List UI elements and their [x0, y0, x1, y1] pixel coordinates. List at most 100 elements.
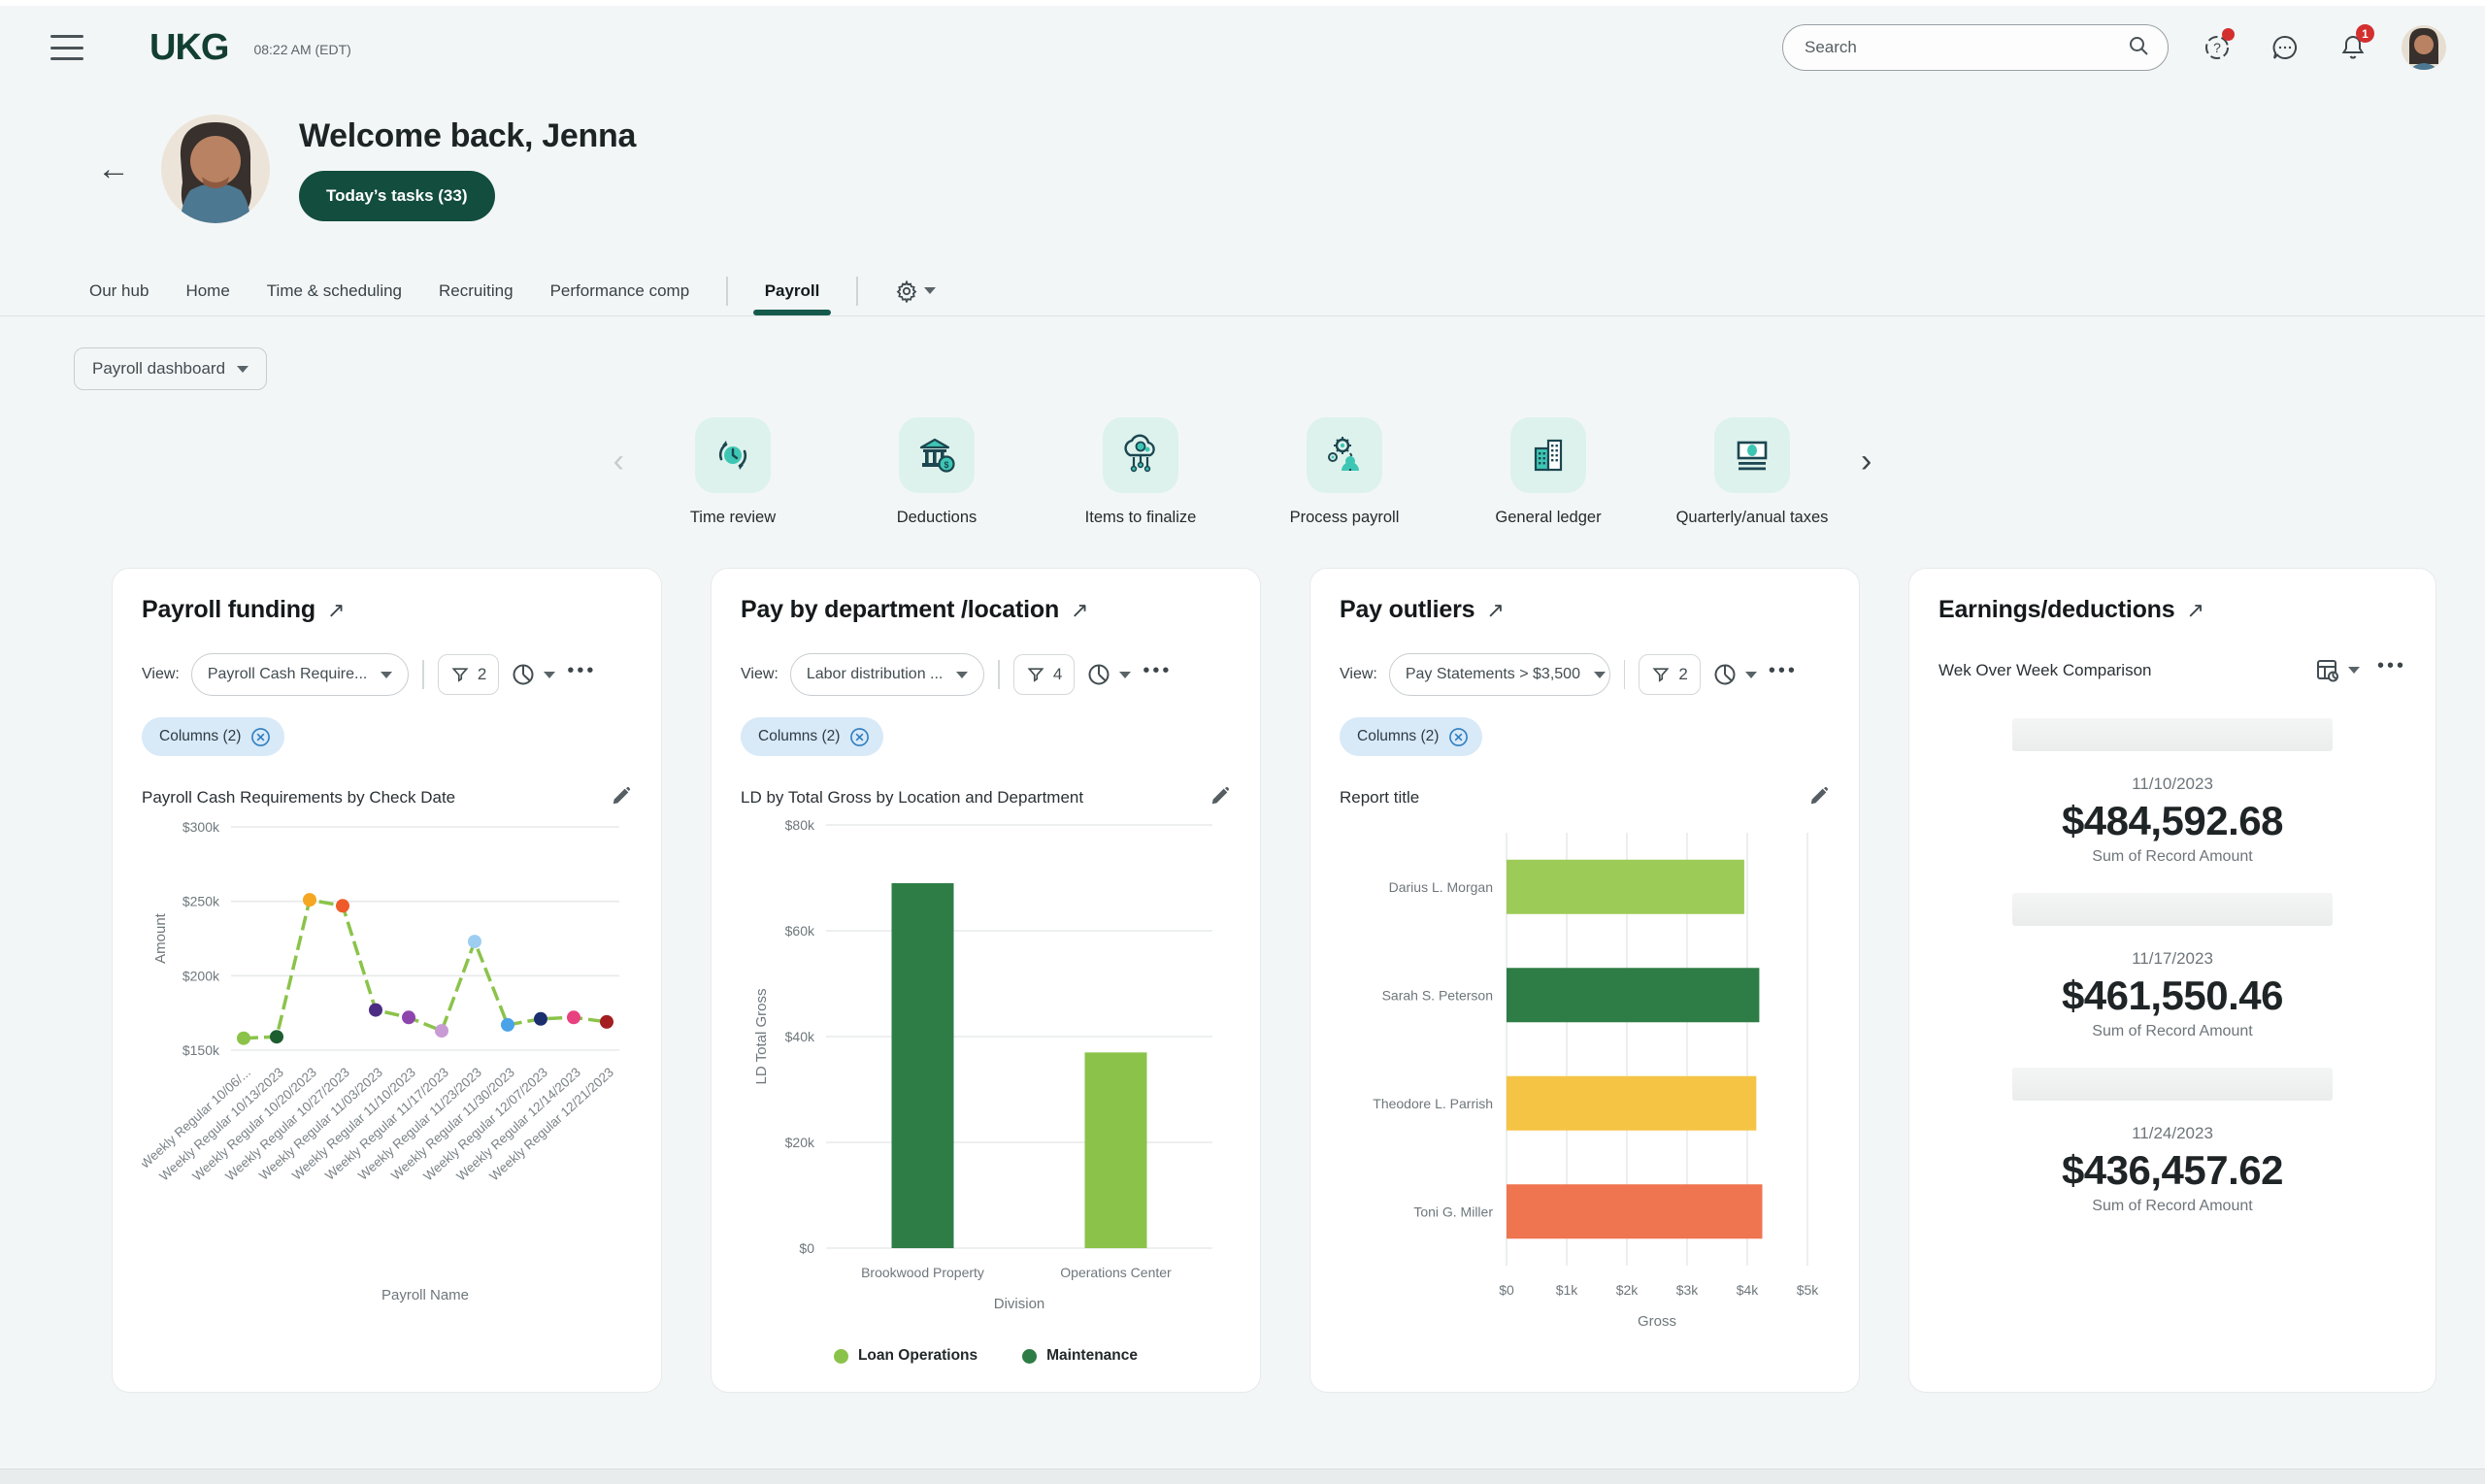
svg-text:$150k: $150k	[182, 1042, 220, 1058]
search-input[interactable]	[1805, 38, 2127, 57]
notifications-bell-icon[interactable]: 1	[2334, 24, 2374, 67]
pie-chart-icon	[513, 664, 534, 685]
view-value: Payroll Cash Require...	[207, 666, 368, 682]
chevron-down-icon	[381, 671, 393, 678]
filter-button[interactable]: 4	[1012, 654, 1076, 695]
carousel-item-items-to-finalize[interactable]: Items to finalize	[1045, 417, 1236, 527]
card-menu-icon[interactable]: •••	[567, 660, 596, 690]
tab-divider	[856, 276, 858, 306]
chart-type-button[interactable]	[511, 662, 556, 687]
view-label: View:	[741, 666, 779, 682]
chevron-down-icon	[1119, 671, 1132, 678]
chart-legend: Loan Operations Maintenance	[741, 1347, 1231, 1365]
open-external-icon[interactable]: ↗	[1486, 597, 1505, 622]
filter-count: 2	[1678, 665, 1688, 683]
open-external-icon[interactable]: ↗	[1071, 597, 1089, 622]
page-title: Welcome back, Jenna	[299, 116, 637, 154]
welcome-section: ← Welcome back, Jenna Today’s tasks (33)	[0, 89, 2485, 223]
edit-report-title-icon[interactable]	[1209, 785, 1231, 809]
tab-our-hub[interactable]: Our hub	[89, 266, 149, 315]
help-icon[interactable]: ?	[2198, 28, 2236, 67]
view-select[interactable]: Pay Statements > $3,500	[1388, 653, 1610, 696]
filter-button[interactable]: 2	[437, 654, 500, 695]
report-title: LD by Total Gross by Location and Depart…	[741, 787, 1084, 807]
dashboard-selector[interactable]: Payroll dashboard	[74, 347, 268, 390]
tab-performance-comp[interactable]: Performance comp	[550, 266, 690, 315]
card-menu-icon[interactable]: •••	[2377, 655, 2406, 685]
remove-chip-icon	[251, 727, 271, 746]
dashboard-selector-label: Payroll dashboard	[92, 359, 226, 378]
view-select[interactable]: Payroll Cash Require...	[190, 653, 410, 696]
pay-outliers-horizontal-bar-chart[interactable]: $0 $1k $2k $3k $4k $5k Darius L. Morgan Sarah S…	[1340, 809, 1830, 1353]
carousel-item-label: Items to finalize	[1084, 509, 1197, 526]
funnel-icon	[451, 668, 469, 682]
group-strip	[2012, 893, 2333, 926]
chart-type-button[interactable]	[1086, 662, 1132, 687]
chart-type-button[interactable]	[1712, 662, 1757, 687]
back-arrow-icon[interactable]: ←	[97, 150, 130, 187]
divider	[422, 660, 424, 689]
tab-time-scheduling[interactable]: Time & scheduling	[267, 266, 402, 315]
card-title: Earnings/deductions	[1938, 596, 2175, 623]
svg-text:$300k: $300k	[182, 819, 220, 835]
carousel-item-general-ledger[interactable]: General ledger	[1453, 417, 1643, 527]
svg-text:?: ?	[2213, 40, 2221, 55]
topbar: UKG 08:22 AM (EDT) ? 1	[0, 6, 2485, 89]
card-menu-icon[interactable]: •••	[1143, 660, 1172, 690]
week-over-week-list: 11/10/2023 $484,592.68 Sum of Record Amo…	[2012, 718, 2333, 1215]
pay-by-department-bar-chart[interactable]: $0 $20k $40k $60k $80k LD Total Gross Brookwoo…	[741, 809, 1231, 1338]
todays-tasks-button[interactable]: Today’s tasks (33)	[299, 170, 495, 221]
dashboard-cards: Payroll funding ↗ View: Payroll Cash Req…	[112, 568, 2436, 1393]
filter-button[interactable]: 2	[1639, 654, 1701, 695]
search-icon[interactable]	[2127, 34, 2150, 62]
chart-type-button[interactable]	[2315, 658, 2360, 683]
hamburger-menu-icon[interactable]	[50, 35, 83, 60]
chevron-down-icon	[956, 671, 969, 678]
record-date: 11/17/2023	[2132, 949, 2213, 968]
columns-chip-label: Columns (2)	[1357, 728, 1440, 744]
user-avatar[interactable]	[2402, 25, 2446, 70]
record-date: 11/24/2023	[2132, 1124, 2213, 1142]
window-top-edge	[0, 0, 2485, 6]
svg-text:Operations Center: Operations Center	[1060, 1265, 1172, 1280]
remove-chip-icon	[850, 727, 870, 746]
tab-home[interactable]: Home	[185, 266, 229, 315]
chevron-down-icon	[544, 671, 556, 678]
open-external-icon[interactable]: ↗	[2186, 597, 2204, 622]
record-amount: $436,457.62	[2061, 1147, 2284, 1193]
carousel-next-icon[interactable]: ›	[1861, 443, 1872, 479]
card-payroll-funding: Payroll funding ↗ View: Payroll Cash Req…	[112, 568, 662, 1393]
tabs-settings-gear-icon[interactable]	[895, 279, 936, 303]
carousel-item-quarterly-taxes[interactable]: Quarterly/anual taxes	[1657, 417, 1847, 527]
tab-recruiting[interactable]: Recruiting	[439, 266, 514, 315]
open-external-icon[interactable]: ↗	[326, 597, 346, 622]
carousel-item-process-payroll[interactable]: Process payroll	[1249, 417, 1440, 527]
record-amount: $461,550.46	[2061, 973, 2284, 1018]
page-bottom-edge	[0, 1468, 2485, 1484]
search-bar[interactable]	[1782, 24, 2169, 71]
card-earnings-deductions: Earnings/deductions ↗ Wek Over Week Comp…	[1908, 568, 2436, 1393]
svg-text:$0: $0	[799, 1240, 814, 1256]
tab-payroll[interactable]: Payroll	[752, 266, 832, 315]
carousel-item-time-review[interactable]: Time review	[638, 417, 828, 527]
svg-text:$0: $0	[1499, 1282, 1514, 1298]
card-menu-icon[interactable]: •••	[1769, 660, 1798, 690]
svg-text:$1k: $1k	[1556, 1282, 1579, 1298]
svg-text:$20k: $20k	[785, 1135, 815, 1150]
chat-icon[interactable]	[2266, 28, 2304, 67]
card-title: Payroll funding	[142, 596, 315, 623]
view-select[interactable]: Labor distribution ...	[789, 653, 985, 696]
carousel-prev-icon[interactable]: ‹	[613, 443, 624, 479]
funnel-icon	[1652, 668, 1670, 682]
edit-report-title-icon[interactable]	[611, 785, 632, 809]
report-title: Report title	[1340, 787, 1420, 807]
svg-text:$60k: $60k	[785, 923, 815, 939]
columns-chip-label: Columns (2)	[159, 728, 242, 744]
carousel-item-deductions[interactable]: $ Deductions	[842, 417, 1032, 527]
edit-report-title-icon[interactable]	[1808, 785, 1830, 809]
svg-text:$: $	[944, 460, 948, 470]
columns-chip[interactable]: Columns (2)	[741, 717, 884, 756]
columns-chip[interactable]: Columns (2)	[1340, 717, 1483, 756]
columns-chip[interactable]: Columns (2)	[142, 717, 285, 756]
